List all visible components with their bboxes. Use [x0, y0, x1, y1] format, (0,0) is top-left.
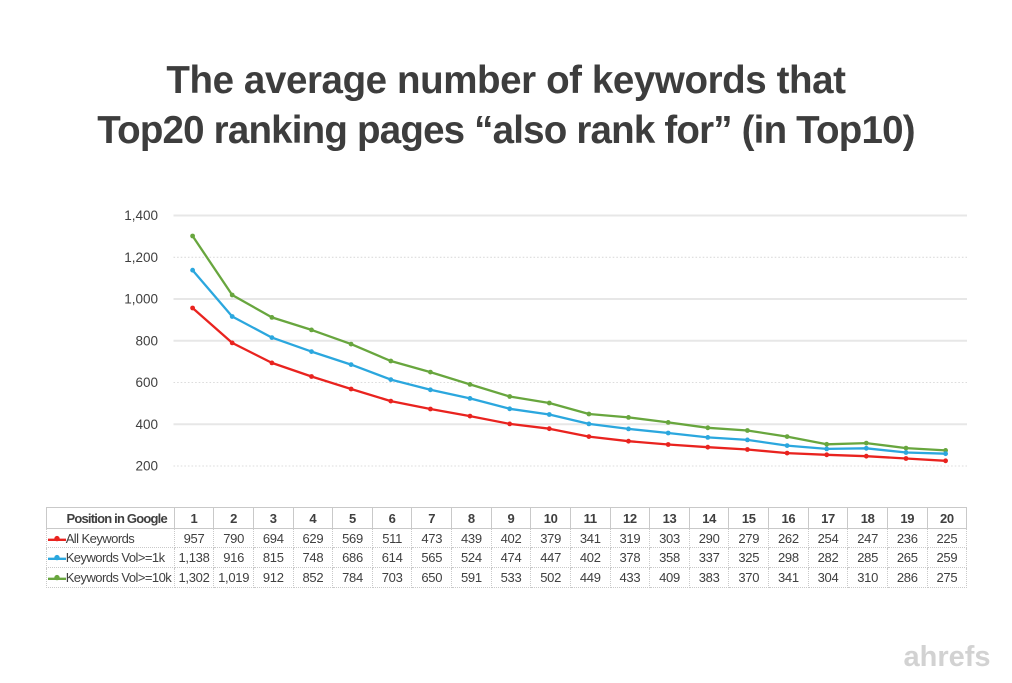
svg-text:600: 600 — [135, 375, 158, 390]
svg-text:400: 400 — [135, 417, 158, 432]
svg-text:200: 200 — [135, 459, 158, 474]
svg-text:1,200: 1,200 — [124, 250, 158, 265]
svg-text:1,400: 1,400 — [124, 208, 158, 223]
svg-text:800: 800 — [135, 333, 158, 348]
svg-text:1,000: 1,000 — [124, 292, 158, 307]
